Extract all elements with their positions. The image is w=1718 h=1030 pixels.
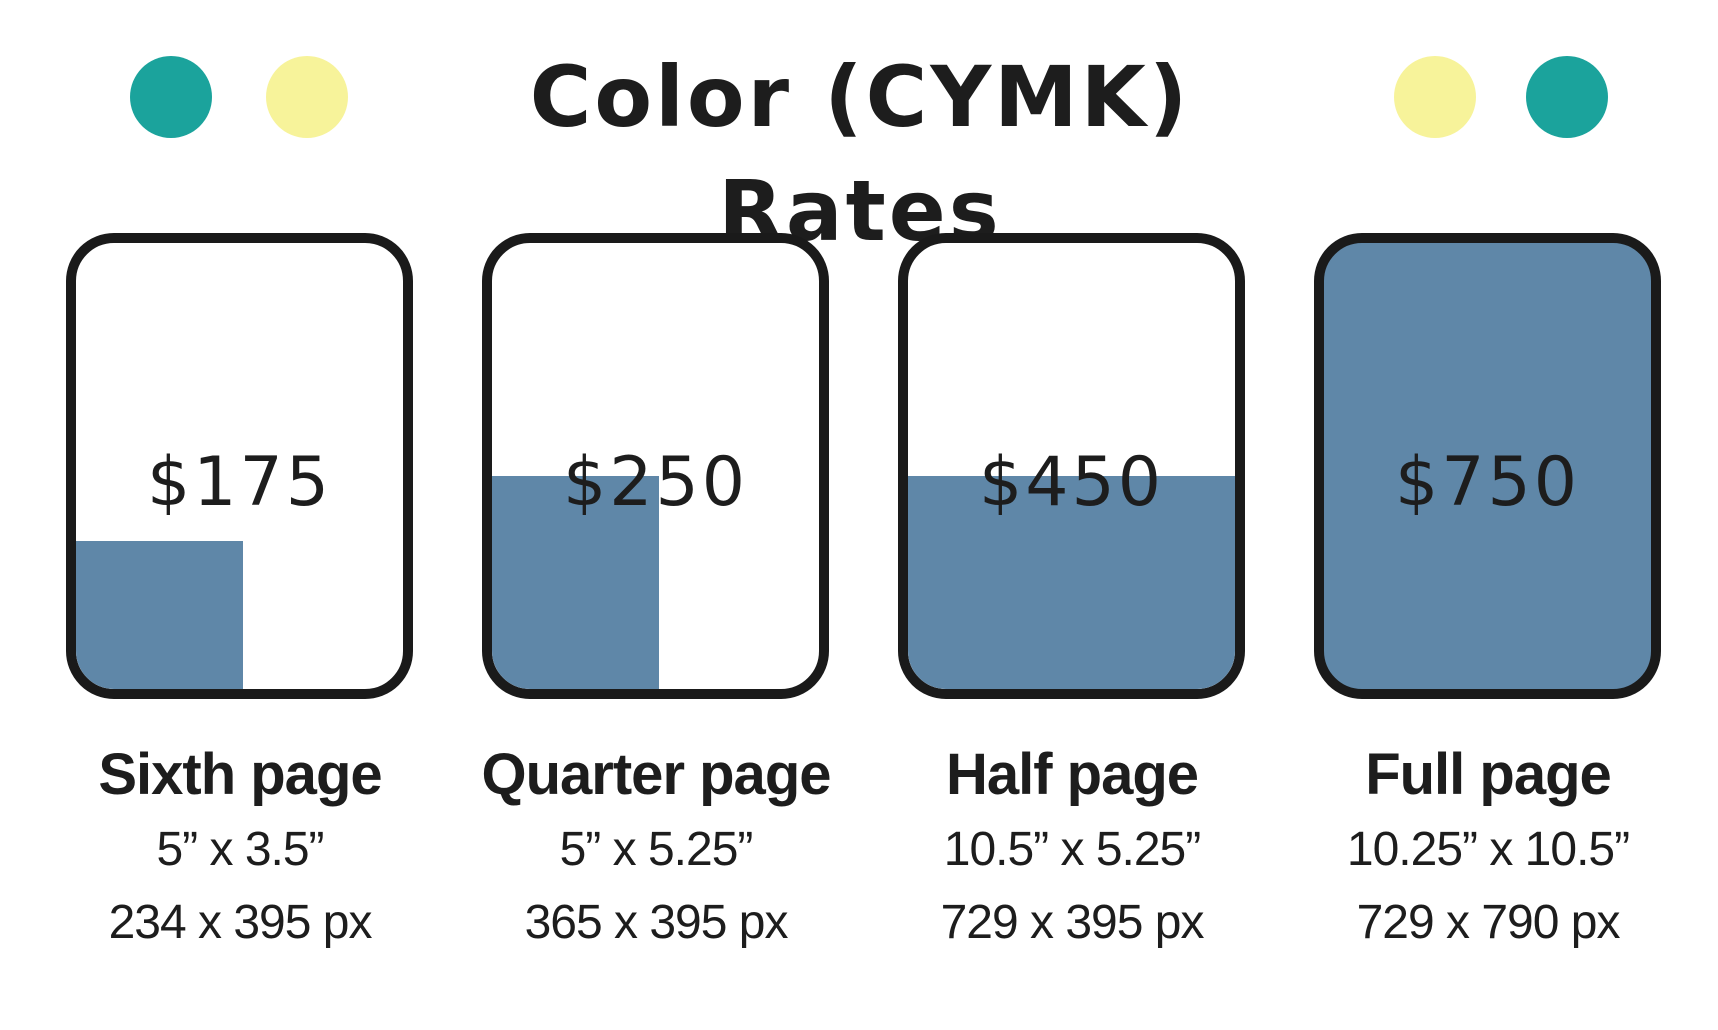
ad-size-name: Quarter page bbox=[481, 742, 832, 807]
rate-card-half: $450 bbox=[898, 233, 1245, 699]
rate-label-quarter: Quarter page 5” x 5.25” 365 x 395 px bbox=[456, 735, 856, 961]
header: Color (CYMK) Rates bbox=[0, 40, 1718, 260]
ad-area-fill bbox=[76, 541, 243, 689]
ad-size-inches: 5” x 3.5” bbox=[156, 823, 324, 876]
yellow-dot-left bbox=[266, 56, 348, 138]
teal-dot-left bbox=[130, 56, 212, 138]
rate-card-full: $750 bbox=[1314, 233, 1661, 699]
ad-size-inches: 10.25” x 10.5” bbox=[1346, 823, 1630, 876]
rate-label-half: Half page 10.5” x 5.25” 729 x 395 px bbox=[872, 735, 1272, 961]
ad-size-name: Full page bbox=[1365, 742, 1612, 807]
rate-card-quarter: $250 bbox=[482, 233, 829, 699]
rate-card-sixth: $175 bbox=[66, 233, 413, 699]
yellow-dot-right bbox=[1394, 56, 1476, 138]
ad-size-pixels: 729 x 395 px bbox=[940, 896, 1205, 949]
rate-label-full: Full page 10.25” x 10.5” 729 x 790 px bbox=[1288, 735, 1688, 961]
ad-size-inches: 5” x 5.25” bbox=[559, 823, 754, 876]
ad-size-pixels: 365 x 395 px bbox=[524, 896, 789, 949]
ad-size-inches: 10.5” x 5.25” bbox=[943, 823, 1201, 876]
ad-size-pixels: 234 x 395 px bbox=[108, 896, 373, 949]
rate-label-sixth: Sixth page 5” x 3.5” 234 x 395 px bbox=[40, 735, 440, 961]
teal-dot-right bbox=[1526, 56, 1608, 138]
rate-price: $450 bbox=[978, 443, 1165, 522]
ad-size-pixels: 729 x 790 px bbox=[1356, 896, 1621, 949]
rate-price: $750 bbox=[1394, 443, 1581, 522]
rate-price: $175 bbox=[146, 443, 333, 522]
ad-size-name: Half page bbox=[945, 742, 1199, 807]
page-title: Color (CYMK) Rates bbox=[529, 48, 1191, 260]
ad-size-name: Sixth page bbox=[98, 742, 382, 807]
ad-area-fill bbox=[492, 476, 659, 689]
rate-price: $250 bbox=[562, 443, 749, 522]
ad-area-fill bbox=[908, 476, 1235, 689]
